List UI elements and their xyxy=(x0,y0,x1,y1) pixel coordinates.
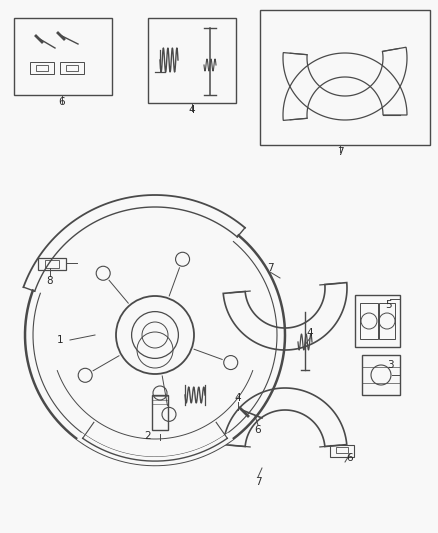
Bar xyxy=(379,303,395,339)
Bar xyxy=(360,303,378,339)
Text: 8: 8 xyxy=(47,276,53,286)
Bar xyxy=(260,10,430,145)
Text: 7: 7 xyxy=(267,263,273,273)
Text: 6: 6 xyxy=(254,425,261,435)
Bar xyxy=(66,65,78,71)
Text: 4: 4 xyxy=(235,393,241,403)
Bar xyxy=(152,395,168,430)
Bar xyxy=(30,62,54,74)
Bar xyxy=(14,18,112,95)
Text: 7: 7 xyxy=(337,147,343,157)
Text: 2: 2 xyxy=(145,431,151,441)
Bar xyxy=(60,62,84,74)
Bar xyxy=(355,295,400,347)
Text: 4: 4 xyxy=(307,328,313,338)
Text: 3: 3 xyxy=(387,360,393,370)
Bar xyxy=(148,18,236,103)
Bar xyxy=(362,355,400,395)
Text: 1: 1 xyxy=(57,335,64,345)
Text: 4: 4 xyxy=(189,105,195,115)
Text: 6: 6 xyxy=(59,97,65,107)
Text: 5: 5 xyxy=(385,300,391,310)
Text: 6: 6 xyxy=(347,453,353,463)
Bar xyxy=(336,447,348,453)
Bar xyxy=(330,445,354,457)
Bar xyxy=(45,260,59,268)
Bar xyxy=(36,65,48,71)
Bar xyxy=(38,258,66,270)
Text: 7: 7 xyxy=(254,477,261,487)
